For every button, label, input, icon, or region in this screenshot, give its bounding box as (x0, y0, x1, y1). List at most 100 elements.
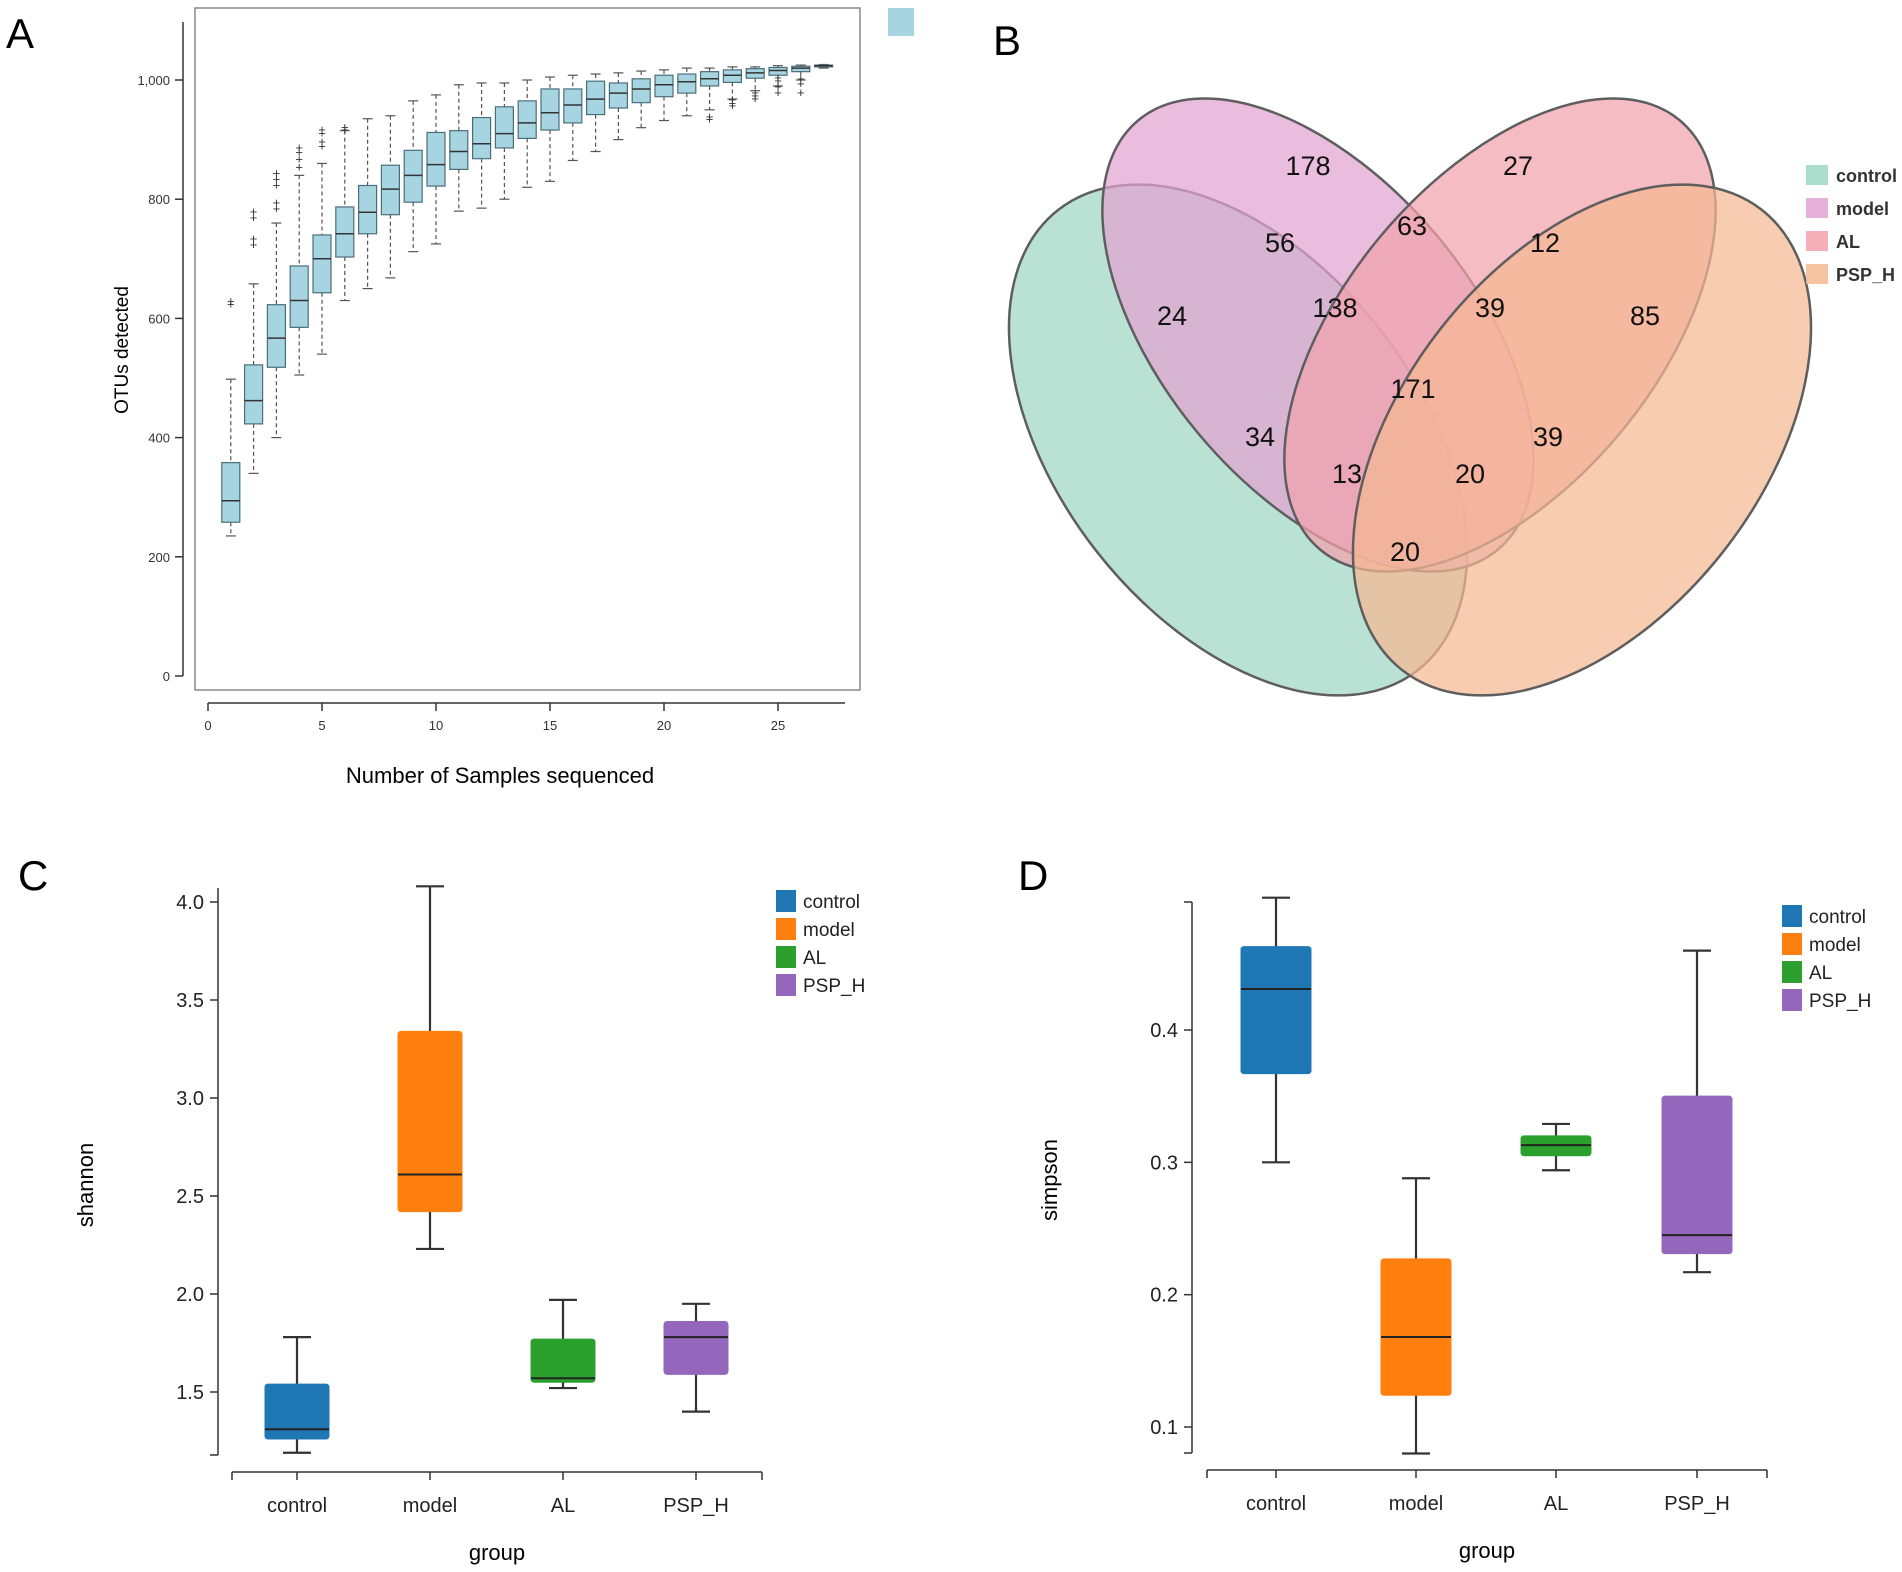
panel-c-x-tick-label: PSP_H (663, 1495, 729, 1517)
panel-a-box (426, 131, 446, 187)
panel-a-y-tick-label: 800 (148, 192, 170, 207)
panel-a-box (380, 164, 400, 216)
panel-a-box-sample-15 (540, 76, 560, 182)
panel-a-outlier: + (729, 96, 737, 111)
panel-a-outlier: + (318, 125, 326, 140)
venn-region-label-control-al-psp-h: 13 (1332, 459, 1362, 489)
panel-a-legend-swatch (888, 8, 914, 36)
panel-d-x-tick-label: PSP_H (1664, 1493, 1730, 1515)
venn-region-label-model-psp-h: 39 (1533, 422, 1563, 452)
panel-a-box-sample-4: ++++ (289, 140, 309, 376)
venn-legend-swatch (1806, 198, 1828, 218)
panel-a-box-sample-27 (813, 63, 834, 69)
panel-a-box-sample-6: ++ (335, 119, 355, 302)
venn-ellipse-psp-h (1351, 183, 1813, 697)
panel-c-shannon-boxplot: shannon group 1.5 2.0 2.5 3.0 3.5 4.0 control m… (73, 885, 865, 1565)
panel-label-c: C (18, 852, 48, 899)
venn-region-label-control-psp-h: 20 (1390, 537, 1420, 567)
panel-a-box-sample-21 (677, 67, 697, 117)
panel-a-box (585, 80, 606, 116)
panel-a-outlier: + (797, 85, 805, 100)
panel-a-box (631, 78, 651, 104)
panel-c-box-body (397, 1030, 463, 1213)
panel-d-y-tick-label: 0.3 (1150, 1152, 1178, 1174)
panel-a-box-sample-12 (472, 82, 492, 209)
panel-d-legend-label: PSP_H (1809, 991, 1871, 1012)
panel-a-outlier: + (774, 79, 782, 94)
panel-c-y-tick-label: 4.0 (176, 892, 204, 914)
panel-a-x-tick-label: 15 (543, 718, 557, 733)
panel-a-box-sample-22: ++ (699, 67, 720, 127)
panel-d-box-control: control (1240, 896, 1312, 1515)
panel-a-box (335, 206, 355, 258)
panel-a-outlier: + (250, 231, 258, 246)
panel-c-box-body (663, 1320, 729, 1375)
panel-c-legend-label: AL (803, 948, 826, 969)
panel-d-legend-swatch (1782, 989, 1802, 1011)
panel-d-legend-label: model (1809, 935, 1861, 956)
panel-d-legend-label: control (1809, 907, 1866, 928)
venn-region-label-al: 27 (1503, 151, 1533, 181)
panel-a-outlier: + (295, 145, 303, 160)
panel-a-box (517, 100, 537, 140)
panel-a-box (266, 304, 286, 368)
panel-d-legend-swatch (1782, 905, 1802, 927)
panel-d-legend-swatch (1782, 933, 1802, 955)
panel-a-y-tick-label: 1,000 (137, 73, 170, 88)
panel-a-box-sample-9 (403, 100, 423, 253)
panel-a-box (654, 74, 674, 98)
panel-a-box (494, 106, 514, 149)
venn-region-label-control-model: 56 (1265, 228, 1295, 258)
panel-a-box (540, 88, 560, 131)
panel-a-outlier: + (797, 71, 805, 86)
panel-d-box-body (1380, 1258, 1452, 1396)
panel-c-legend-label: model (803, 920, 855, 941)
panel-a-box-sample-8 (380, 115, 400, 279)
panel-a-outlier: + (227, 297, 235, 312)
panel-c-box-body (530, 1338, 596, 1383)
venn-legend-label: AL (1836, 232, 1860, 252)
venn-legend-swatch (1806, 264, 1828, 284)
venn-region-label-control-model-psp-h: 20 (1455, 459, 1485, 489)
panel-d-simpson-boxplot: simpson group 0.1 0.2 0.3 0.4 control model AL… (1037, 896, 1871, 1563)
panel-a-outlier: + (729, 92, 737, 107)
panel-a-box-sample-20 (654, 69, 674, 122)
panel-a-x-label: Number of Samples sequenced (346, 763, 654, 788)
panel-a-box-sample-1: ++ (221, 294, 241, 537)
panel-a-outlier: + (227, 294, 235, 309)
panel-a-box-sample-19 (631, 70, 651, 129)
panel-a-box-sample-3: +++++ (266, 165, 286, 439)
panel-a-box (289, 265, 309, 328)
panel-a-box-sample-24: +++ (745, 66, 765, 106)
panel-a-box (244, 364, 264, 425)
panel-a-y-tick-label: 400 (148, 431, 170, 446)
panel-c-y-tick-label: 2.5 (176, 1186, 204, 1208)
venn-region-label-model-al-psp-h: 39 (1475, 293, 1505, 323)
panel-a-outlier: + (774, 73, 782, 88)
panel-d-box-body (1240, 946, 1312, 1075)
panel-a-y-tick-label: 0 (163, 669, 170, 684)
panel-a-outlier: + (273, 201, 281, 216)
panel-c-legend-swatch (776, 974, 796, 996)
panel-a-box (722, 69, 743, 83)
venn-region-label-control: 24 (1157, 301, 1187, 331)
panel-a-box-sample-18 (608, 72, 629, 141)
venn-region-label-model: 178 (1285, 151, 1330, 181)
panel-c-y-tick-label: 3.0 (176, 1088, 204, 1110)
panel-a-x-tick-label: 20 (657, 718, 671, 733)
panel-a-y-label: OTUs detected (112, 286, 133, 414)
panel-a-outlier: + (774, 70, 782, 85)
panel-a-outlier: + (295, 140, 303, 155)
panel-a-box (563, 88, 583, 124)
panel-a-box (221, 462, 241, 523)
panel-c-box-psp-h: PSP_H (663, 1302, 729, 1517)
panel-c-x-tick-label: control (267, 1495, 327, 1517)
panel-a-y-tick-label: 600 (148, 311, 170, 326)
panel-d-x-tick-label: AL (1544, 1493, 1568, 1515)
venn-region-label-control-model-al-psp-h: 171 (1390, 374, 1435, 404)
panel-a-box (768, 66, 788, 76)
panel-a-box-sample-13 (494, 82, 514, 200)
venn-legend-label: PSP_H (1836, 265, 1895, 285)
panel-c-legend-label: control (803, 892, 860, 913)
